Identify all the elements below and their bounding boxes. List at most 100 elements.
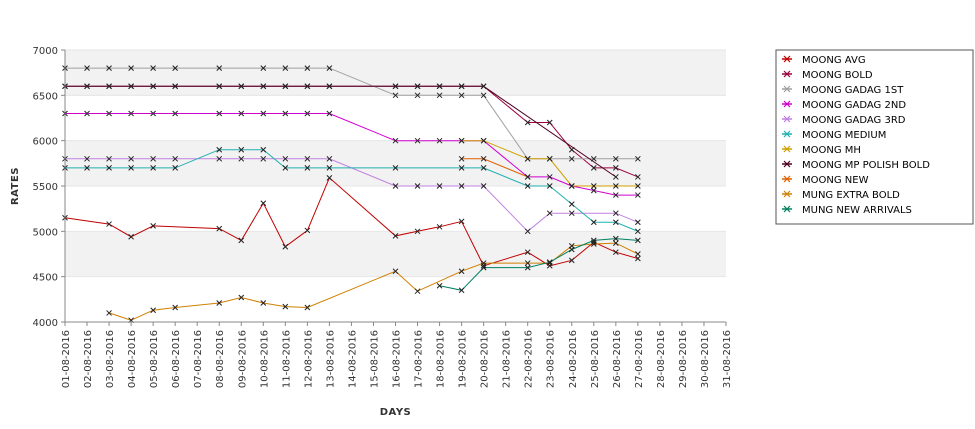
legend-label: MOONG NEW: [802, 175, 869, 186]
data-point: [106, 221, 112, 227]
data-point: [260, 146, 267, 153]
data-point: [150, 223, 156, 229]
data-point: [326, 174, 333, 181]
legend-item: MOONG NEW: [782, 175, 869, 186]
data-point: [568, 257, 575, 264]
data-point: [84, 83, 90, 90]
data-point: [304, 155, 311, 162]
data-point: [612, 249, 619, 256]
y-axis-label: RATES: [10, 167, 21, 205]
data-point: [458, 92, 465, 99]
legend: MOONG AVG MOONG BOLD MOONG GADAG 1ST MOONG …: [775, 49, 974, 225]
x-tick-label: 24-08-2016: [568, 330, 579, 388]
data-point: [458, 268, 465, 275]
data-point: [216, 110, 223, 117]
series-line: [65, 67, 638, 160]
data-point: [216, 225, 223, 232]
data-point: [568, 155, 575, 162]
data-point: [635, 192, 641, 198]
data-point: [238, 83, 245, 90]
data-point: [216, 300, 223, 306]
x-tick-label: 01-08-2016: [61, 330, 72, 388]
series-line: [65, 158, 639, 232]
x-tick-label: 17-08-2016: [414, 330, 425, 388]
data-point: [172, 304, 179, 311]
data-point: [635, 251, 641, 257]
data-point: [392, 165, 399, 171]
data-point: [590, 237, 597, 244]
data-point: [458, 83, 465, 90]
data-point: [524, 249, 531, 256]
x-tick-label: 20-08-2016: [480, 330, 491, 388]
data-point: [436, 282, 443, 289]
data-point: [392, 92, 399, 99]
data-point: [612, 155, 619, 162]
legend-item: MOONG MP POLISH BOLD: [782, 160, 930, 171]
data-point: [590, 187, 597, 194]
legend-item: MUNG EXTRA BOLD: [782, 190, 900, 201]
x-tick-label: 22-08-2016: [524, 330, 535, 388]
legend-label: MOONG AVG: [802, 55, 866, 66]
data-point: [260, 155, 267, 162]
data-point: [172, 110, 179, 117]
data-point: [128, 233, 134, 240]
x-tick-label: 12-08-2016: [303, 330, 314, 388]
data-point: [436, 183, 443, 189]
data-point: [282, 110, 289, 117]
legend-label: MOONG MH: [802, 145, 861, 156]
x-tick-label: 07-08-2016: [193, 330, 204, 388]
data-point: [436, 223, 443, 230]
data-point: [150, 155, 156, 162]
data-point: [612, 183, 619, 189]
data-point: [84, 165, 90, 171]
x-tick-label: 10-08-2016: [259, 330, 270, 388]
data-point: [216, 65, 223, 71]
data-point: [150, 83, 156, 90]
data-point: [414, 137, 421, 144]
data-point: [414, 228, 421, 235]
data-point: [128, 165, 134, 171]
grid-band: [65, 140, 726, 186]
legend-item: MOONG BOLD: [782, 70, 873, 81]
data-point: [326, 83, 333, 90]
x-tick-label: 30-08-2016: [700, 330, 711, 388]
y-tick-label: 4500: [33, 273, 58, 284]
data-point: [635, 237, 641, 244]
data-point: [480, 83, 487, 90]
data-point: [128, 65, 134, 71]
legend-item: MOONG GADAG 1ST: [782, 85, 904, 96]
grid-band: [65, 50, 726, 96]
data-point: [392, 233, 399, 239]
data-point: [128, 155, 134, 162]
data-point: [282, 155, 289, 162]
x-tick-label: 09-08-2016: [237, 330, 248, 388]
legend-item: MUNG NEW ARRIVALS: [782, 205, 912, 216]
legend-label: MOONG MEDIUM: [802, 130, 886, 141]
series-line: [65, 85, 617, 178]
x-tick-label: 16-08-2016: [392, 330, 403, 388]
data-point: [568, 146, 575, 153]
data-point: [150, 165, 156, 171]
data-point: [568, 201, 575, 207]
data-point: [326, 65, 333, 71]
data-point: [150, 110, 156, 117]
data-point: [612, 240, 619, 246]
data-point: [326, 165, 333, 171]
data-point: [238, 294, 245, 301]
data-point: [546, 259, 553, 266]
data-point: [216, 155, 223, 162]
data-point: [480, 183, 487, 189]
data-point: [84, 155, 90, 162]
data-point: [568, 246, 575, 253]
data-point: [524, 228, 531, 235]
x-tick-label: 03-08-2016: [105, 330, 116, 388]
data-point: [414, 183, 421, 189]
data-point: [480, 260, 487, 266]
data-point: [392, 137, 399, 144]
x-tick-label: 23-08-2016: [546, 330, 557, 388]
data-point: [590, 155, 597, 162]
y-tick-label: 7000: [33, 46, 58, 57]
legend-box: [775, 49, 974, 225]
data-point: [282, 165, 289, 171]
